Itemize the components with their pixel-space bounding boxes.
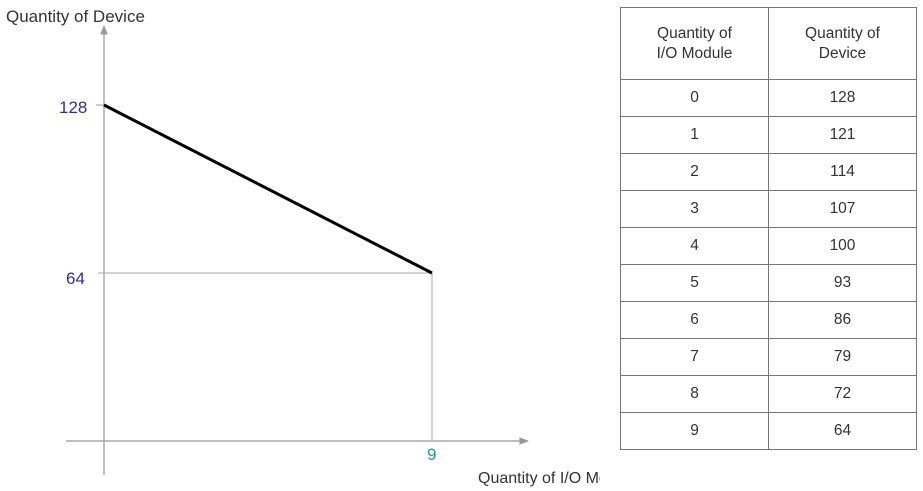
device-cell: 121: [768, 116, 917, 154]
io-module-cell: 1: [620, 116, 769, 154]
y-tick-label-64: 64: [66, 269, 85, 288]
io-module-cell: 0: [620, 79, 769, 117]
x-tick-label-9: 9: [427, 445, 436, 464]
table-row: 7 79: [620, 338, 917, 376]
table-row: 4 100: [620, 227, 917, 265]
line-chart: Quantity of Device Quantity of I/O Modul…: [6, 7, 600, 487]
table-row: 8 72: [620, 375, 917, 413]
device-cell: 93: [768, 264, 917, 302]
device-cell: 114: [768, 153, 917, 191]
table-header-row: Quantity of I/O Module Quantity of Devic…: [620, 7, 917, 80]
device-cell: 86: [768, 301, 917, 339]
device-cell: 100: [768, 227, 917, 265]
header-line: Device: [818, 44, 867, 62]
table-row: 6 86: [620, 301, 917, 339]
table-row: 1 121: [620, 116, 917, 154]
device-cell: 72: [768, 375, 917, 413]
io-module-cell: 2: [620, 153, 769, 191]
table-row: 2 114: [620, 153, 917, 191]
io-module-cell: 7: [620, 338, 769, 376]
y-axis-label: Quantity of Device: [6, 7, 145, 26]
table-row: 3 107: [620, 190, 917, 228]
table-row: 9 64: [620, 412, 917, 450]
io-module-cell: 8: [620, 375, 769, 413]
column-header-io-module: Quantity of I/O Module: [620, 7, 769, 80]
column-header-device: Quantity of Device: [768, 7, 917, 80]
device-cell: 107: [768, 190, 917, 228]
device-cell: 64: [768, 412, 917, 450]
table-row: 0 128: [620, 79, 917, 117]
y-tick-label-128: 128: [59, 98, 87, 117]
io-module-cell: 4: [620, 227, 769, 265]
device-cell: 128: [768, 79, 917, 117]
header-line: Quantity of: [805, 24, 880, 42]
io-module-cell: 3: [620, 190, 769, 228]
header-line: I/O Module: [656, 44, 733, 62]
device-quantity-table: Quantity of I/O Module Quantity of Devic…: [620, 7, 917, 450]
header-line: Quantity of: [657, 24, 732, 42]
x-axis-label: Quantity of I/O Module: [478, 470, 600, 487]
io-module-cell: 5: [620, 264, 769, 302]
table-row: 5 93: [620, 264, 917, 302]
series-line: [103, 103, 433, 275]
io-module-cell: 9: [620, 412, 769, 450]
io-module-cell: 6: [620, 301, 769, 339]
device-cell: 79: [768, 338, 917, 376]
